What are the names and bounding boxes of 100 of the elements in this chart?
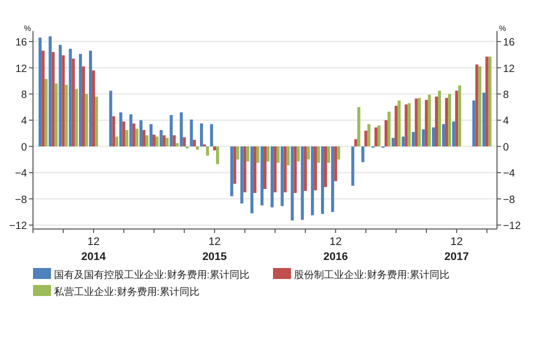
bar bbox=[246, 146, 250, 162]
bar bbox=[412, 132, 415, 146]
y2-tick-label: −8 bbox=[503, 194, 516, 206]
x-tick-label: 12 2017 bbox=[444, 236, 469, 263]
bar bbox=[324, 146, 328, 188]
bar bbox=[452, 122, 456, 146]
bar bbox=[82, 66, 85, 146]
bar bbox=[422, 129, 425, 146]
bar bbox=[377, 125, 380, 146]
bar bbox=[448, 94, 452, 146]
bar bbox=[95, 96, 98, 146]
bar bbox=[357, 107, 360, 146]
y-tick-label: 0 bbox=[21, 141, 28, 154]
y2-tick-label: 16 bbox=[503, 36, 515, 49]
bar bbox=[374, 127, 378, 146]
bar bbox=[52, 52, 55, 146]
y2-tick-label: −4 bbox=[503, 168, 516, 180]
bar bbox=[92, 70, 96, 146]
x-tick-label: 12 2014 bbox=[81, 236, 107, 263]
bar bbox=[172, 135, 176, 146]
bar bbox=[122, 122, 126, 146]
bar bbox=[162, 135, 166, 146]
bar bbox=[424, 100, 428, 146]
bar bbox=[216, 146, 220, 164]
bar bbox=[432, 127, 435, 146]
bar bbox=[132, 123, 136, 146]
bar bbox=[455, 90, 458, 146]
bar bbox=[458, 85, 462, 146]
legend-label: 股份制工业企业:财务费用:累计同比 bbox=[294, 269, 450, 281]
bar bbox=[270, 146, 274, 208]
bar bbox=[316, 146, 320, 163]
bar bbox=[290, 146, 294, 220]
bar bbox=[351, 146, 354, 186]
bar bbox=[170, 114, 173, 146]
bar bbox=[475, 64, 478, 146]
bar bbox=[139, 120, 142, 146]
bar bbox=[145, 135, 148, 146]
bar bbox=[72, 58, 75, 146]
bar bbox=[68, 48, 72, 146]
bar bbox=[142, 130, 146, 146]
bar bbox=[253, 146, 256, 193]
bar bbox=[89, 50, 92, 146]
y-axis-title: % bbox=[24, 24, 31, 33]
bar bbox=[398, 100, 401, 146]
y-tick-label: −4 bbox=[15, 168, 28, 180]
bar bbox=[129, 114, 132, 146]
bar bbox=[284, 146, 287, 192]
bar bbox=[434, 96, 438, 146]
bar bbox=[300, 146, 304, 220]
legend-label: 国有及国有控股工业企业:财务费用:累计同比 bbox=[54, 269, 250, 281]
bar bbox=[109, 90, 112, 146]
bar bbox=[62, 55, 65, 146]
bar bbox=[250, 146, 254, 214]
bar bbox=[119, 112, 122, 146]
bar bbox=[48, 36, 52, 146]
bar bbox=[256, 146, 260, 163]
y-tick-label: 8 bbox=[21, 88, 28, 101]
bar bbox=[414, 98, 418, 146]
bar bbox=[58, 44, 62, 146]
bar bbox=[337, 146, 340, 160]
y2-tick-label: 8 bbox=[503, 88, 509, 101]
bar bbox=[156, 136, 159, 146]
bar bbox=[182, 137, 186, 146]
bar bbox=[210, 124, 214, 146]
bar bbox=[276, 146, 280, 163]
bar bbox=[152, 134, 156, 146]
y-tick-label: 16 bbox=[15, 36, 28, 49]
bar bbox=[125, 130, 128, 146]
bar bbox=[478, 66, 482, 146]
bar bbox=[206, 146, 209, 156]
bar bbox=[482, 92, 486, 146]
bar bbox=[264, 146, 266, 190]
bar bbox=[364, 130, 368, 146]
bar bbox=[200, 123, 203, 146]
bar bbox=[304, 146, 307, 191]
bar bbox=[44, 78, 48, 146]
bar bbox=[266, 146, 270, 162]
bar bbox=[280, 146, 284, 206]
bar bbox=[485, 56, 488, 146]
bar bbox=[488, 56, 492, 146]
y2-tick-label: 4 bbox=[503, 115, 509, 128]
bar bbox=[166, 138, 169, 146]
bar bbox=[384, 120, 388, 146]
bar bbox=[135, 128, 138, 146]
bar bbox=[392, 138, 395, 146]
bar bbox=[78, 54, 82, 146]
bar bbox=[334, 146, 338, 182]
x-tick-label: 12 2016 bbox=[323, 236, 348, 263]
bar bbox=[150, 124, 153, 146]
bar bbox=[442, 124, 446, 146]
bar bbox=[354, 139, 358, 146]
bar bbox=[112, 116, 116, 146]
bar bbox=[213, 146, 216, 150]
bar bbox=[236, 146, 240, 160]
bar bbox=[286, 146, 290, 166]
bar bbox=[327, 146, 330, 163]
bar bbox=[314, 146, 317, 190]
bar bbox=[321, 146, 324, 214]
bar bbox=[404, 104, 408, 146]
y-tick-label: 4 bbox=[21, 115, 28, 128]
